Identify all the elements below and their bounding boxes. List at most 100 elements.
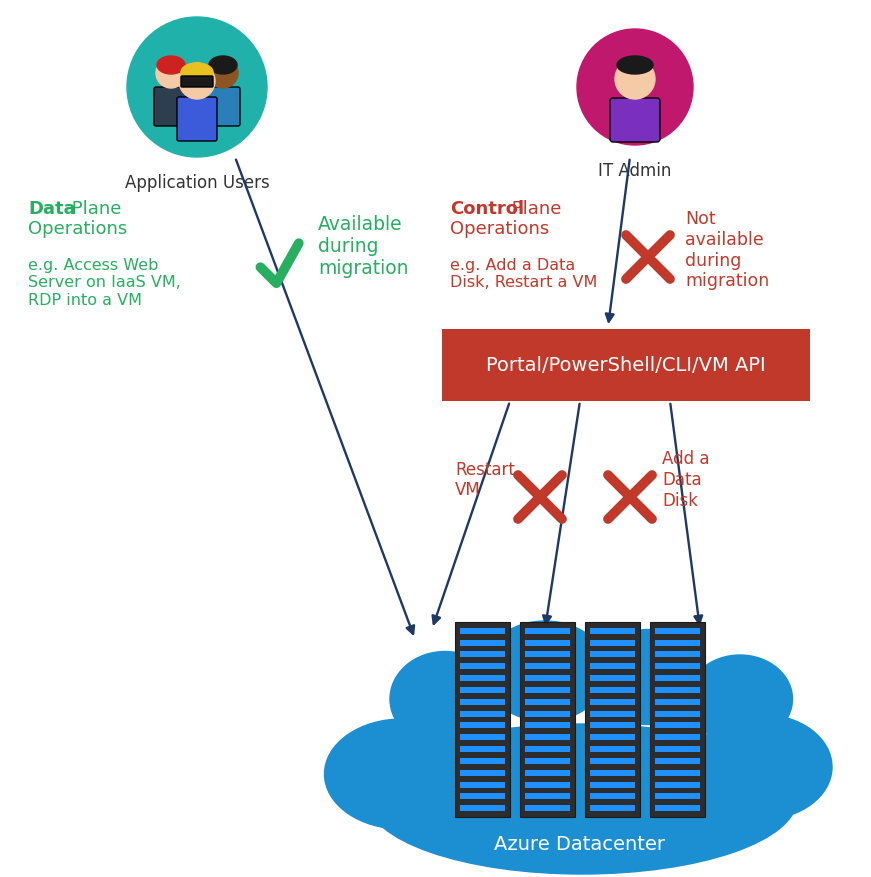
FancyBboxPatch shape bbox=[590, 710, 635, 717]
FancyBboxPatch shape bbox=[525, 628, 570, 634]
FancyBboxPatch shape bbox=[460, 664, 505, 669]
FancyBboxPatch shape bbox=[655, 770, 700, 776]
FancyBboxPatch shape bbox=[590, 805, 635, 811]
FancyBboxPatch shape bbox=[655, 675, 700, 681]
FancyBboxPatch shape bbox=[590, 652, 635, 658]
FancyBboxPatch shape bbox=[525, 770, 570, 776]
Text: Azure Datacenter: Azure Datacenter bbox=[495, 835, 665, 853]
FancyBboxPatch shape bbox=[590, 675, 635, 681]
FancyBboxPatch shape bbox=[590, 664, 635, 669]
FancyBboxPatch shape bbox=[655, 652, 700, 658]
FancyBboxPatch shape bbox=[460, 723, 505, 729]
Ellipse shape bbox=[157, 57, 185, 75]
FancyBboxPatch shape bbox=[525, 710, 570, 717]
FancyBboxPatch shape bbox=[525, 781, 570, 788]
FancyBboxPatch shape bbox=[655, 640, 700, 646]
FancyBboxPatch shape bbox=[525, 699, 570, 705]
Text: Add a
Data
Disk: Add a Data Disk bbox=[662, 450, 710, 510]
FancyBboxPatch shape bbox=[650, 623, 705, 817]
FancyBboxPatch shape bbox=[525, 688, 570, 693]
FancyBboxPatch shape bbox=[460, 746, 505, 752]
FancyBboxPatch shape bbox=[585, 623, 640, 817]
FancyBboxPatch shape bbox=[460, 734, 505, 740]
FancyBboxPatch shape bbox=[460, 710, 505, 717]
FancyBboxPatch shape bbox=[655, 628, 700, 634]
FancyBboxPatch shape bbox=[442, 330, 810, 402]
FancyBboxPatch shape bbox=[590, 688, 635, 693]
Text: Available
during
migration: Available during migration bbox=[318, 215, 408, 278]
FancyBboxPatch shape bbox=[655, 710, 700, 717]
FancyBboxPatch shape bbox=[460, 640, 505, 646]
Text: Not
available
during
migration: Not available during migration bbox=[685, 210, 769, 290]
Text: e.g. Add a Data
Disk, Restart a VM: e.g. Add a Data Disk, Restart a VM bbox=[450, 258, 598, 290]
FancyBboxPatch shape bbox=[525, 805, 570, 811]
FancyBboxPatch shape bbox=[590, 758, 635, 764]
Text: Application Users: Application Users bbox=[125, 174, 269, 192]
FancyBboxPatch shape bbox=[177, 98, 217, 142]
FancyBboxPatch shape bbox=[460, 675, 505, 681]
Ellipse shape bbox=[209, 57, 237, 75]
Text: Data: Data bbox=[28, 200, 76, 217]
FancyBboxPatch shape bbox=[590, 746, 635, 752]
Circle shape bbox=[577, 30, 693, 146]
FancyBboxPatch shape bbox=[590, 723, 635, 729]
FancyBboxPatch shape bbox=[590, 781, 635, 788]
FancyBboxPatch shape bbox=[525, 640, 570, 646]
FancyBboxPatch shape bbox=[460, 688, 505, 693]
Text: Plane: Plane bbox=[66, 200, 121, 217]
Ellipse shape bbox=[367, 724, 797, 874]
FancyBboxPatch shape bbox=[655, 699, 700, 705]
Text: IT Admin: IT Admin bbox=[598, 162, 672, 180]
Ellipse shape bbox=[390, 652, 500, 746]
FancyBboxPatch shape bbox=[455, 623, 510, 817]
Text: Portal/PowerShell/CLI/VM API: Portal/PowerShell/CLI/VM API bbox=[486, 356, 766, 375]
FancyBboxPatch shape bbox=[525, 664, 570, 669]
FancyBboxPatch shape bbox=[525, 758, 570, 764]
Text: Plane: Plane bbox=[506, 200, 562, 217]
Text: e.g. Access Web
Server on IaaS VM,
RDP into a VM: e.g. Access Web Server on IaaS VM, RDP i… bbox=[28, 258, 181, 308]
FancyBboxPatch shape bbox=[655, 688, 700, 693]
Ellipse shape bbox=[325, 719, 480, 829]
FancyBboxPatch shape bbox=[610, 99, 660, 143]
FancyBboxPatch shape bbox=[655, 781, 700, 788]
FancyBboxPatch shape bbox=[655, 664, 700, 669]
FancyBboxPatch shape bbox=[460, 805, 505, 811]
Ellipse shape bbox=[617, 57, 653, 75]
Ellipse shape bbox=[483, 621, 607, 721]
Ellipse shape bbox=[687, 655, 793, 743]
FancyBboxPatch shape bbox=[590, 770, 635, 776]
FancyBboxPatch shape bbox=[655, 805, 700, 811]
FancyBboxPatch shape bbox=[590, 794, 635, 800]
FancyBboxPatch shape bbox=[525, 652, 570, 658]
FancyBboxPatch shape bbox=[460, 652, 505, 658]
Circle shape bbox=[127, 18, 267, 158]
Ellipse shape bbox=[591, 630, 706, 724]
FancyBboxPatch shape bbox=[655, 794, 700, 800]
Text: Control: Control bbox=[450, 200, 524, 217]
FancyBboxPatch shape bbox=[655, 746, 700, 752]
FancyBboxPatch shape bbox=[655, 734, 700, 740]
FancyBboxPatch shape bbox=[525, 734, 570, 740]
FancyBboxPatch shape bbox=[590, 734, 635, 740]
Circle shape bbox=[156, 59, 186, 89]
FancyBboxPatch shape bbox=[590, 640, 635, 646]
FancyBboxPatch shape bbox=[525, 723, 570, 729]
FancyBboxPatch shape bbox=[181, 77, 213, 88]
FancyBboxPatch shape bbox=[460, 770, 505, 776]
FancyBboxPatch shape bbox=[525, 675, 570, 681]
Circle shape bbox=[615, 60, 655, 100]
FancyBboxPatch shape bbox=[460, 781, 505, 788]
FancyBboxPatch shape bbox=[525, 746, 570, 752]
Ellipse shape bbox=[181, 64, 213, 82]
Circle shape bbox=[208, 59, 238, 89]
Text: Operations: Operations bbox=[28, 220, 127, 238]
FancyBboxPatch shape bbox=[590, 628, 635, 634]
FancyBboxPatch shape bbox=[460, 628, 505, 634]
FancyBboxPatch shape bbox=[154, 88, 188, 127]
FancyBboxPatch shape bbox=[460, 758, 505, 764]
FancyBboxPatch shape bbox=[206, 88, 240, 127]
Ellipse shape bbox=[692, 715, 832, 820]
Circle shape bbox=[179, 64, 215, 100]
Text: Restart
VM: Restart VM bbox=[455, 460, 515, 499]
FancyBboxPatch shape bbox=[525, 794, 570, 800]
